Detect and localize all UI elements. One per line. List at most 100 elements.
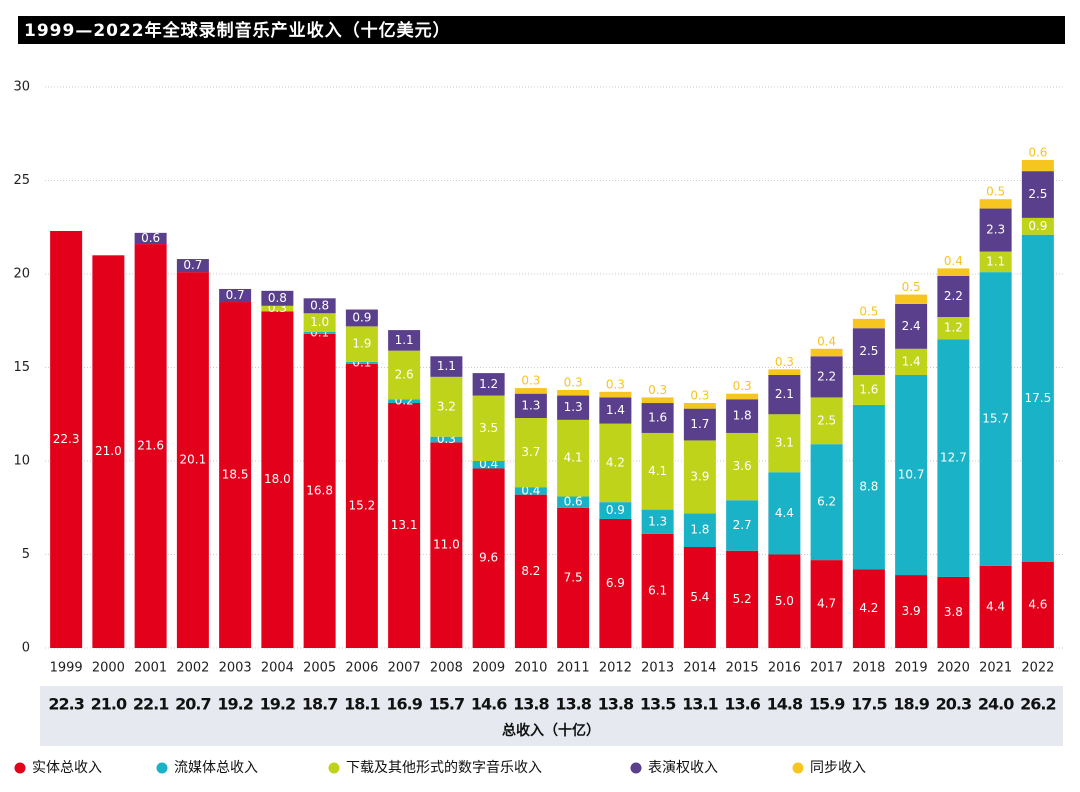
bar-segment	[979, 272, 1012, 566]
data-label: 4.4	[986, 599, 1005, 613]
bar-segment	[852, 404, 885, 570]
data-label: 13.1	[391, 518, 418, 532]
bar-segment	[937, 275, 970, 318]
chart-title: 1999—2022年全球录制音乐产业收入（十亿美元）	[24, 20, 451, 41]
total-label: 18.9	[893, 695, 929, 714]
data-label: 20.1	[180, 453, 207, 467]
y-tick-label: 5	[22, 547, 30, 562]
bar-segment	[176, 272, 209, 648]
bar-segment	[388, 330, 421, 351]
bar-segment	[557, 419, 590, 497]
totals-band	[40, 686, 1063, 746]
x-tick-label: 2021	[979, 661, 1012, 676]
bar-segment	[726, 399, 759, 433]
data-label: 0.8	[310, 298, 329, 312]
data-label: 0.6	[1028, 145, 1047, 159]
data-label: 0.6	[564, 495, 583, 509]
total-label: 13.8	[513, 695, 549, 714]
bar-segment	[937, 576, 970, 648]
bar-segment	[810, 560, 843, 648]
total-label: 22.1	[133, 695, 169, 714]
data-label: 8.2	[521, 564, 540, 578]
bar-segment	[768, 472, 801, 555]
x-tick-label: 2012	[599, 661, 632, 676]
bar-segment	[303, 333, 336, 648]
bar-segment	[430, 356, 463, 377]
bar-segment	[1021, 217, 1054, 235]
bar-segment	[388, 399, 421, 404]
data-label: 0.3	[606, 377, 625, 391]
data-label: 15.2	[349, 498, 376, 512]
total-label: 13.5	[640, 695, 676, 714]
data-label: 2.5	[859, 344, 878, 358]
data-label: 1.2	[479, 377, 498, 391]
data-label: 15.7	[982, 411, 1009, 425]
data-label: 0.5	[902, 280, 921, 294]
legend-marker	[630, 762, 642, 774]
x-tick-label: 2003	[219, 661, 252, 676]
data-label: 2.6	[395, 367, 414, 381]
data-label: 7.5	[564, 570, 583, 584]
x-tick-label: 2015	[726, 661, 759, 676]
total-label: 26.2	[1020, 695, 1055, 714]
total-label: 20.7	[175, 695, 210, 714]
x-tick-label: 2019	[895, 661, 928, 676]
bar-segment	[345, 309, 378, 327]
data-label: 0.3	[564, 375, 583, 389]
total-label: 13.1	[682, 695, 718, 714]
bar-segment	[345, 363, 378, 648]
legend-marker	[792, 762, 804, 774]
legend-label: 下载及其他形式的数字音乐收入	[346, 759, 542, 776]
data-label: 5.0	[775, 594, 794, 608]
data-label: 0.8	[268, 291, 287, 305]
y-tick-label: 15	[13, 360, 30, 375]
bar-segment	[895, 374, 928, 576]
legend-marker	[328, 762, 340, 774]
bar-segment	[599, 518, 632, 648]
x-tick-label: 2008	[430, 661, 463, 676]
data-label: 1.8	[733, 409, 752, 423]
x-tick-label: 2001	[134, 661, 167, 676]
total-label: 24.0	[978, 695, 1014, 714]
totals-title: 总收入（十亿）	[502, 722, 600, 739]
data-label: 21.0	[95, 444, 122, 458]
data-label: 4.2	[606, 455, 625, 469]
legend-marker	[14, 762, 26, 774]
data-label: 1.9	[352, 337, 371, 351]
bar-segment	[641, 403, 674, 433]
data-label: 1.6	[859, 382, 878, 396]
x-tick-label: 2009	[472, 661, 505, 676]
data-label: 2.2	[817, 369, 836, 383]
y-tick-label: 0	[22, 641, 30, 656]
data-label: 1.3	[564, 400, 583, 414]
bar-segment	[810, 348, 843, 357]
bar-segment	[979, 199, 1012, 209]
data-label: 4.1	[648, 464, 667, 478]
y-tick-label: 10	[13, 454, 30, 469]
y-tick-label: 30	[13, 80, 30, 95]
data-label: 5.2	[733, 592, 752, 606]
data-label: 3.2	[437, 399, 456, 413]
bar-segment	[979, 208, 1012, 252]
bar-segment	[345, 361, 378, 364]
data-label: 3.9	[902, 604, 921, 618]
x-tick-label: 1999	[50, 661, 83, 676]
bar-segment	[895, 348, 928, 375]
bar-segment	[557, 507, 590, 648]
x-tick-label: 2011	[557, 661, 590, 676]
data-label: 16.8	[306, 483, 333, 497]
total-label: 22.3	[48, 695, 83, 714]
bar-segment	[1021, 234, 1054, 562]
bar-segment	[514, 494, 547, 648]
bar-segment	[683, 403, 716, 409]
x-tick-label: 2005	[303, 661, 336, 676]
data-label: 1.1	[395, 333, 414, 347]
bar-segment	[810, 356, 843, 398]
data-label: 3.8	[944, 605, 963, 619]
data-label: 11.0	[433, 538, 460, 552]
data-label: 18.5	[222, 468, 249, 482]
bar-segment	[852, 318, 885, 329]
data-label: 4.1	[564, 451, 583, 465]
bar-segment	[641, 533, 674, 648]
